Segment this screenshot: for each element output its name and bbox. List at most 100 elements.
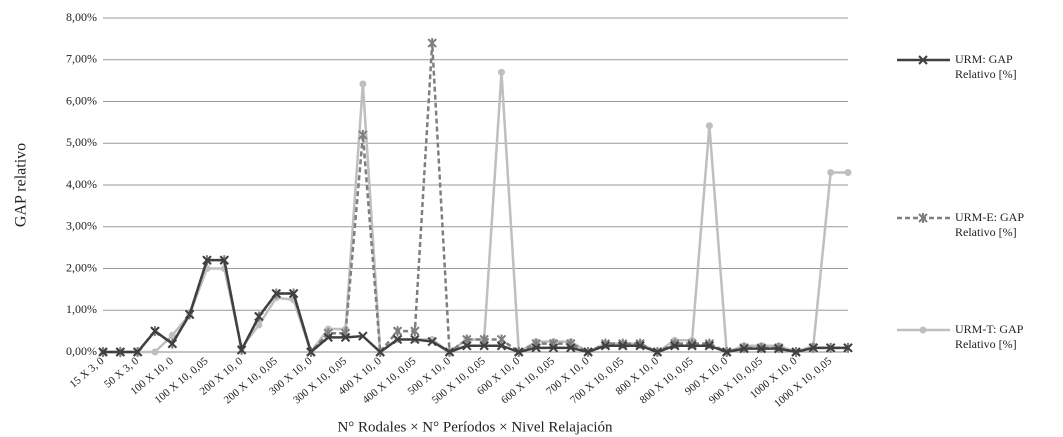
marker-stroke bbox=[150, 326, 160, 336]
marker-stroke bbox=[340, 332, 351, 343]
legend-label: URM: GAP Relativo [%] bbox=[955, 52, 1017, 81]
marker-dot bbox=[359, 80, 367, 88]
marker bbox=[184, 309, 195, 320]
marker-dot bbox=[151, 348, 159, 356]
marker bbox=[168, 331, 176, 339]
marker-dot bbox=[705, 122, 713, 130]
marker bbox=[167, 338, 178, 349]
marker-dot bbox=[827, 168, 835, 176]
marker-stroke bbox=[496, 341, 507, 351]
marker-stroke bbox=[583, 347, 593, 357]
marker-stroke bbox=[98, 347, 108, 357]
marker-dot bbox=[168, 331, 176, 339]
marker bbox=[219, 255, 229, 265]
marker bbox=[919, 326, 927, 334]
marker bbox=[359, 80, 367, 88]
y-tick-label: 6,00% bbox=[66, 93, 97, 107]
y-tick-label: 1,00% bbox=[66, 302, 97, 316]
marker bbox=[150, 326, 160, 336]
marker bbox=[600, 341, 611, 351]
marker-stroke bbox=[791, 347, 801, 357]
marker bbox=[496, 341, 507, 351]
marker-stroke bbox=[271, 288, 281, 299]
marker bbox=[358, 331, 368, 341]
marker-stroke bbox=[756, 343, 767, 354]
marker bbox=[444, 347, 455, 357]
marker bbox=[132, 347, 143, 357]
marker-stroke bbox=[773, 343, 784, 354]
marker-stroke bbox=[306, 347, 316, 357]
marker bbox=[687, 341, 697, 351]
marker-stroke bbox=[704, 341, 715, 351]
marker bbox=[635, 341, 645, 351]
marker bbox=[722, 347, 732, 357]
marker-stroke bbox=[427, 336, 437, 347]
y-tick-label: 3,00% bbox=[66, 219, 97, 233]
marker-stroke bbox=[132, 347, 143, 357]
marker bbox=[323, 332, 333, 343]
marker bbox=[392, 326, 403, 337]
marker-stroke bbox=[184, 309, 195, 320]
y-tick-label: 8,00% bbox=[66, 10, 97, 24]
marker bbox=[808, 343, 819, 353]
marker bbox=[566, 343, 576, 353]
marker bbox=[548, 343, 559, 353]
marker-stroke bbox=[202, 255, 212, 265]
marker bbox=[288, 288, 299, 299]
marker-stroke bbox=[358, 331, 368, 341]
marker-stroke bbox=[600, 341, 611, 351]
y-tick-label: 4,00% bbox=[66, 177, 97, 191]
marker-stroke bbox=[808, 343, 819, 353]
marker-stroke bbox=[479, 341, 489, 351]
marker bbox=[427, 38, 437, 49]
legend-label: URM-E: GAP Relativo [%] bbox=[955, 210, 1024, 239]
x-axis-title: N° Rodales × N° Períodos × Nivel Relajac… bbox=[337, 419, 613, 435]
marker-stroke bbox=[566, 343, 576, 353]
marker-stroke bbox=[323, 332, 333, 343]
marker-stroke bbox=[618, 341, 628, 351]
marker-stroke bbox=[548, 343, 559, 353]
series-line bbox=[103, 258, 848, 355]
marker bbox=[618, 341, 628, 351]
marker bbox=[827, 168, 835, 176]
marker bbox=[705, 122, 713, 130]
y-tick-label: 7,00% bbox=[66, 52, 97, 66]
x-tick-label: 15 X 3, 0 bbox=[67, 355, 106, 391]
marker bbox=[202, 255, 212, 265]
marker-dot bbox=[919, 326, 927, 334]
marker bbox=[410, 326, 420, 337]
marker bbox=[843, 343, 853, 353]
y-tick-label: 2,00% bbox=[66, 260, 97, 274]
marker bbox=[255, 321, 263, 329]
marker bbox=[392, 334, 403, 345]
marker-stroke bbox=[843, 343, 853, 353]
marker-stroke bbox=[739, 343, 749, 354]
legend-label: URM-T: GAP Relativo [%] bbox=[955, 322, 1023, 351]
marker bbox=[844, 168, 852, 176]
marker-dot bbox=[497, 68, 505, 76]
marker-stroke bbox=[825, 343, 836, 353]
marker-stroke bbox=[115, 347, 126, 357]
marker bbox=[583, 347, 593, 357]
marker-stroke bbox=[722, 347, 732, 357]
marker-stroke bbox=[444, 347, 455, 357]
marker bbox=[375, 347, 385, 357]
marker-stroke bbox=[531, 343, 541, 353]
marker bbox=[825, 343, 836, 353]
series-line bbox=[103, 72, 848, 355]
marker-stroke bbox=[635, 341, 645, 351]
marker-stroke bbox=[462, 341, 472, 351]
marker-stroke bbox=[236, 345, 247, 355]
marker bbox=[462, 341, 472, 351]
marker bbox=[151, 348, 159, 356]
marker-stroke bbox=[167, 338, 178, 349]
marker-stroke bbox=[392, 334, 403, 345]
marker bbox=[340, 332, 351, 343]
marker bbox=[791, 347, 801, 357]
marker bbox=[918, 213, 928, 223]
marker-stroke bbox=[652, 347, 663, 357]
marker-dot bbox=[844, 168, 852, 176]
marker bbox=[756, 343, 767, 354]
marker bbox=[479, 341, 489, 351]
